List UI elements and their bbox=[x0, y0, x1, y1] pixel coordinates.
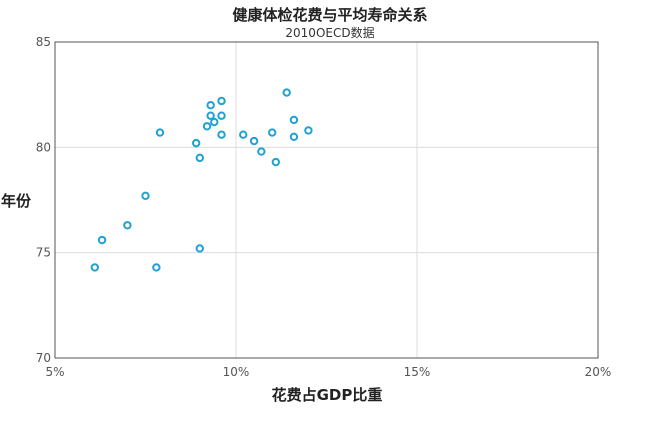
data-point[interactable] bbox=[271, 157, 281, 167]
plot-area bbox=[54, 41, 599, 359]
chart-subtitle: 2010OECD数据 bbox=[285, 25, 374, 40]
x-tick-label: 20% bbox=[585, 365, 612, 379]
data-point[interactable] bbox=[268, 128, 277, 137]
data-point[interactable] bbox=[195, 153, 205, 163]
data-point[interactable] bbox=[217, 96, 226, 106]
data-point[interactable] bbox=[206, 101, 215, 110]
data-point[interactable] bbox=[97, 235, 107, 245]
data-point[interactable] bbox=[141, 191, 150, 200]
data-point[interactable] bbox=[152, 263, 161, 272]
y-axis-title: 年份 bbox=[1, 192, 32, 210]
x-axis-ticks: 5% 10% 15% 20% bbox=[45, 365, 611, 379]
y-tick-label: 70 bbox=[36, 351, 51, 365]
y-tick-label: 80 bbox=[36, 140, 51, 154]
data-point[interactable] bbox=[195, 244, 205, 253]
data-point[interactable] bbox=[191, 138, 201, 148]
data-point[interactable] bbox=[304, 126, 313, 135]
y-tick-label: 85 bbox=[36, 35, 51, 49]
data-points bbox=[90, 88, 313, 272]
x-tick-label: 15% bbox=[404, 365, 431, 379]
x-tick-label: 5% bbox=[45, 365, 64, 379]
data-point[interactable] bbox=[155, 128, 165, 137]
data-point[interactable] bbox=[289, 115, 299, 125]
data-point[interactable] bbox=[123, 221, 132, 230]
data-point[interactable] bbox=[257, 147, 266, 156]
data-point[interactable] bbox=[90, 263, 100, 272]
x-tick-label: 10% bbox=[223, 365, 250, 379]
data-point[interactable] bbox=[217, 130, 226, 139]
data-point[interactable] bbox=[217, 111, 226, 120]
grid bbox=[55, 42, 598, 358]
x-axis-title: 花费占GDP比重 bbox=[272, 386, 383, 404]
data-point[interactable] bbox=[210, 117, 219, 127]
data-point[interactable] bbox=[249, 136, 259, 146]
data-point[interactable] bbox=[239, 130, 248, 139]
data-point[interactable] bbox=[282, 88, 291, 97]
y-tick-label: 75 bbox=[36, 246, 51, 260]
data-point[interactable] bbox=[202, 122, 212, 131]
data-point[interactable] bbox=[289, 132, 299, 142]
chart-title: 健康体检花费与平均寿命关系 bbox=[232, 6, 427, 24]
y-axis-ticks: 70 75 80 85 bbox=[36, 35, 51, 365]
data-point[interactable] bbox=[206, 111, 215, 120]
